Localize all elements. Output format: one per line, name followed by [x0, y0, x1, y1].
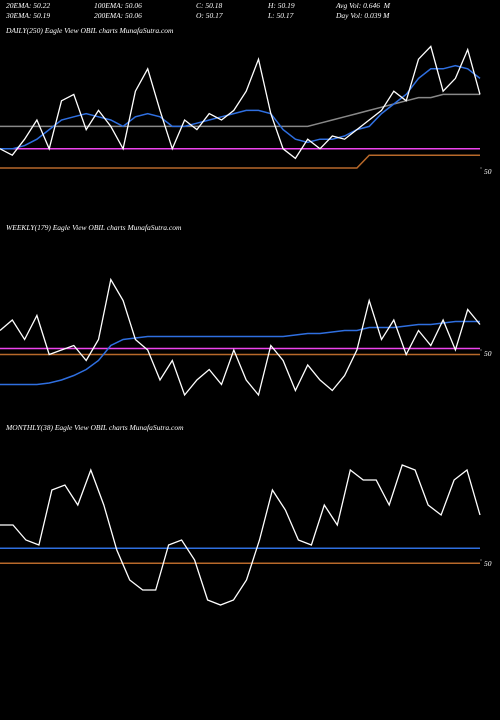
stat: L: 50.17	[268, 11, 294, 20]
stat: 30EMA: 50.19	[6, 11, 51, 20]
stat: Avg Vol: 0.646 M	[336, 1, 390, 10]
stat: Day Vol: 0.039 M	[336, 11, 390, 20]
y-tick-label: 50	[484, 167, 492, 176]
panel-title: MONTHLY(38) Eagle View OBIL charts Munaf…	[5, 423, 184, 432]
stat: 20EMA: 50.22	[6, 1, 51, 10]
stat: C: 50.18	[196, 1, 223, 10]
series-line	[0, 154, 480, 169]
series-line	[0, 45, 481, 160]
stat: 200EMA: 50.06	[94, 11, 142, 20]
y-tick-label: 50	[484, 349, 492, 358]
stat: O: 50.17	[196, 11, 223, 20]
series-line	[0, 277, 481, 397]
series-line	[0, 64, 481, 150]
stat: H: 50.19	[268, 1, 295, 10]
series-line	[0, 320, 480, 386]
series-line	[0, 464, 481, 606]
panel-title: WEEKLY(179) Eagle View OBIL charts Munaf…	[6, 223, 182, 232]
stat: 100EMA: 50.06	[94, 1, 142, 10]
series-line	[0, 93, 480, 128]
y-tick-label: 50	[484, 559, 492, 568]
panel-title: DAILY(250) Eagle View OBIL charts Munafa…	[5, 26, 174, 35]
